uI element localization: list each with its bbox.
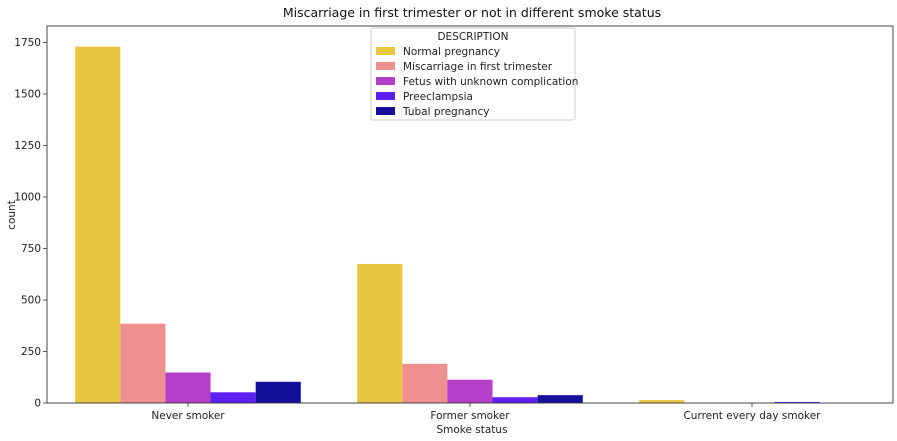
bar [75, 46, 121, 403]
y-axis-label: count [6, 200, 18, 230]
y-tick-label: 500 [21, 294, 41, 306]
legend-swatch [376, 47, 395, 55]
y-tick-label: 750 [21, 243, 41, 255]
y-tick-label: 1250 [14, 140, 41, 152]
bar [774, 401, 820, 403]
plot-area: Never smoker Former smoker Current every d… [14, 25, 894, 422]
y-tick-label: 1750 [14, 37, 41, 49]
bar [255, 381, 301, 403]
x-tick-label: Never smoker [151, 410, 225, 422]
bar [537, 395, 583, 403]
chart-title: Miscarriage in first trimester or not in… [283, 5, 661, 20]
bar [120, 323, 166, 403]
bar [165, 372, 211, 403]
legend-entry: Fetus with unknown complication [403, 76, 578, 88]
bar [447, 379, 493, 403]
legend-box [370, 27, 576, 121]
legend: DESCRIPTION Normal pregnancy Miscarriage i… [370, 27, 578, 121]
legend-entry: Tubal pregnancy [402, 106, 489, 118]
legend-swatch [376, 107, 395, 115]
x-tick-label: Former smoker [430, 410, 510, 422]
bar [402, 363, 448, 403]
legend-swatch [376, 92, 395, 100]
bar [210, 392, 256, 403]
x-tick-label: Current every day smoker [683, 410, 821, 422]
y-tick-label: 0 [34, 398, 41, 410]
legend-entry: Preeclampsia [403, 91, 473, 103]
y-tick-label: 1500 [14, 88, 41, 100]
bar [492, 397, 538, 403]
legend-swatch [376, 62, 395, 70]
y-tick-label: 250 [21, 346, 41, 358]
legend-title: DESCRIPTION [437, 31, 508, 43]
x-axis-label: Smoke status [436, 424, 507, 436]
bar [639, 400, 685, 403]
plot-frame [46, 25, 894, 404]
legend-swatch [376, 77, 395, 85]
legend-entry: Miscarriage in first trimester [403, 61, 553, 73]
bar [357, 263, 403, 403]
y-tick-label: 1000 [14, 191, 41, 203]
legend-entry: Normal pregnancy [403, 46, 500, 58]
